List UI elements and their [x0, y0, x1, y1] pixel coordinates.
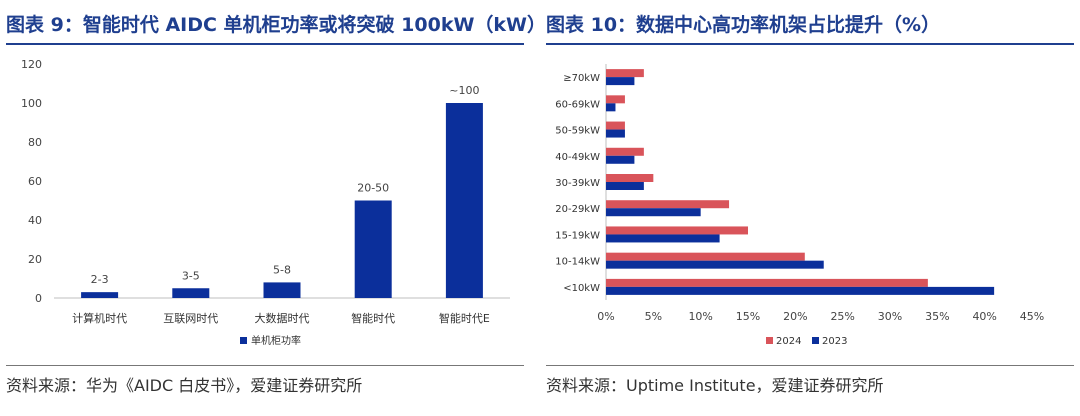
legend-label-2023: 2023 [822, 336, 847, 347]
right-chart-title: 图表 10：数据中心高功率机架占比提升（%） [546, 14, 941, 36]
y-tick-label: 10-14kW [555, 257, 600, 268]
data-label: 20-50 [357, 182, 389, 195]
bar-2023 [606, 103, 616, 112]
bar-2024 [606, 278, 928, 287]
y-tick-label: 20 [28, 253, 42, 266]
x-tick-label: 0% [597, 310, 614, 323]
x-tick-label: 40% [972, 310, 996, 323]
y-tick-label: 40-49kW [555, 152, 600, 163]
bar-2023 [606, 129, 625, 138]
bar-2023 [606, 77, 635, 86]
left-chart-title: 图表 9：智能时代 AIDC 单机柜功率或将突破 100kW（kW） [6, 14, 547, 36]
legend-swatch-2023 [812, 337, 819, 344]
bar [445, 103, 483, 298]
y-tick-label: 120 [21, 58, 42, 71]
left-chart-source: 资料来源：华为《AIDC 白皮书》，爱建证券研究所 [6, 376, 363, 395]
x-tick-label: 30% [878, 310, 902, 323]
y-tick-label: 80 [28, 136, 42, 149]
y-tick-label: 40 [28, 214, 42, 227]
bar-2024 [606, 147, 644, 156]
x-tick-label: 15% [736, 310, 760, 323]
bar-2024 [606, 174, 654, 182]
bar-2023 [606, 182, 644, 190]
bar-2024 [606, 95, 625, 104]
bar-2024 [606, 252, 805, 261]
x-tick-label: 25% [830, 310, 854, 323]
bar-2024 [606, 200, 730, 209]
y-tick-label: ≥70kW [563, 73, 600, 84]
left-chart-panel: 图表 9：智能时代 AIDC 单机柜功率或将突破 100kW（kW） 0 20 40… [0, 0, 546, 416]
bar [81, 292, 119, 298]
bar [354, 200, 392, 298]
x-tick-label: 智能时代E [439, 311, 490, 325]
right-chart-panel: 图表 10：数据中心高功率机架占比提升（%） ≥70kW 60-69kW 50-59… [540, 0, 1080, 416]
bar [172, 288, 210, 298]
bar [263, 282, 301, 298]
right-chart-source: 资料来源：Uptime Institute，爱建证券研究所 [546, 376, 884, 395]
right-title-rule [546, 43, 1074, 45]
legend-label: 单机柜功率 [251, 334, 301, 347]
bar-2023 [606, 234, 720, 243]
bar-2023 [606, 286, 995, 295]
x-tick-label: 互联网时代 [163, 312, 218, 325]
data-label: 3-5 [182, 269, 200, 282]
bar-2024 [606, 69, 644, 78]
left-title-rule [6, 43, 524, 45]
y-tick-label: 60 [28, 175, 42, 188]
x-tick-label: 45% [1020, 310, 1044, 323]
x-tick-label: 计算机时代 [72, 311, 127, 325]
y-tick-label: 30-39kW [555, 178, 600, 189]
x-tick-label: 大数据时代 [255, 311, 310, 325]
legend-swatch-2024 [766, 337, 773, 344]
bar-2023 [606, 260, 824, 269]
y-tick-label: 0 [35, 292, 42, 305]
bar-2023 [606, 208, 701, 217]
y-tick-label: <10kW [563, 283, 600, 294]
y-tick-label: 100 [21, 97, 42, 110]
right-source-rule [546, 365, 1074, 366]
x-tick-label: 5% [645, 310, 662, 323]
horizontal-bar-chart: ≥70kW 60-69kW 50-59kW 40-49kW 30-39kW 20-29kW… [555, 64, 1044, 347]
left-source-rule [6, 365, 524, 366]
data-label: ~100 [449, 84, 479, 97]
bar-2024 [606, 121, 625, 130]
x-tick-label: 35% [925, 310, 949, 323]
x-tick-label: 10% [688, 310, 712, 323]
y-tick-label: 60-69kW [555, 99, 600, 110]
x-tick-label: 智能时代 [351, 311, 395, 325]
y-tick-label: 50-59kW [555, 126, 600, 137]
y-tick-label: 15-19kW [555, 230, 600, 241]
data-label: 2-3 [91, 273, 109, 286]
bar-2024 [606, 226, 748, 235]
x-tick-label: 20% [783, 310, 807, 323]
data-label: 5-8 [273, 263, 291, 276]
legend-label-2024: 2024 [776, 336, 801, 347]
legend-swatch [240, 337, 247, 344]
vertical-bar-chart: 0 20 40 60 80 100 120 2-3 计算机时代 3-5 互联网时代 5-8 大数据时代 2… [21, 58, 510, 347]
y-tick-label: 20-29kW [555, 204, 600, 215]
bar-2023 [606, 155, 635, 164]
